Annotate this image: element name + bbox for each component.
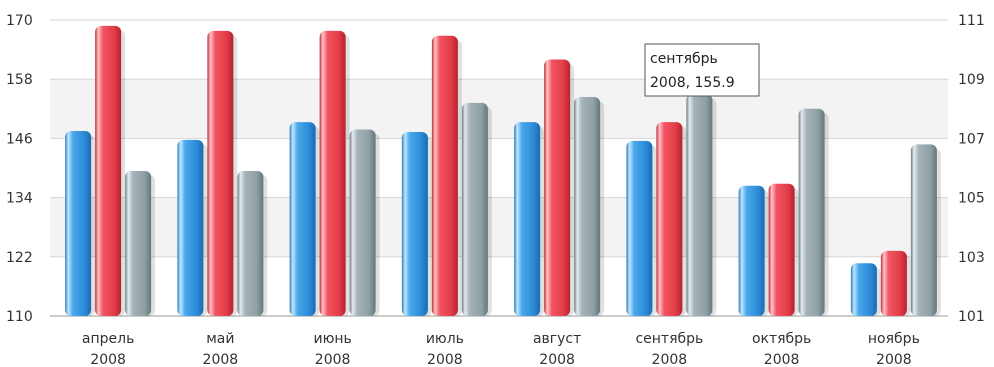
right-tick-label: 107: [958, 131, 985, 147]
bar: [319, 30, 346, 316]
right-tick-label: 109: [958, 72, 985, 88]
category-label: апрель: [82, 331, 134, 347]
category-label: август: [533, 331, 581, 347]
x-axis: апрель 2008 май 2008 июнь 2008 июль 2008 август 2…: [82, 331, 920, 367]
category-label: май: [206, 331, 234, 347]
bar: [544, 59, 571, 316]
tooltip: сентябрь 2008, 155.9: [644, 43, 760, 97]
bar: [401, 131, 428, 316]
bars: [65, 25, 941, 317]
bar: [574, 96, 601, 317]
left-tick-label: 170: [6, 13, 33, 29]
tooltip-box: [644, 43, 760, 97]
left-tick-label: 134: [6, 191, 33, 207]
right-axis: 101 103 105 107 109 111: [958, 13, 985, 325]
bar: [686, 94, 713, 316]
category-label: октябрь: [752, 331, 811, 347]
grid-band: [50, 79, 948, 139]
category-label: 2008: [652, 352, 688, 367]
tooltip-line-2: 2008, 155.9: [650, 75, 735, 91]
right-tick-label: 105: [958, 191, 985, 207]
category-label: 2008: [764, 352, 800, 367]
bar: [95, 25, 122, 316]
bar: [514, 122, 541, 317]
category-label: 2008: [315, 352, 351, 367]
right-tick-label: 111: [958, 13, 985, 29]
category-label: июнь: [313, 331, 351, 347]
bar: [65, 131, 92, 316]
left-tick-label: 158: [6, 72, 33, 88]
bar: [349, 129, 376, 316]
bar: [626, 140, 653, 316]
left-tick-label: 110: [6, 309, 33, 325]
bar: [237, 170, 264, 316]
category-label: 2008: [539, 352, 575, 367]
right-tick-label: 101: [958, 309, 985, 325]
category-label: 2008: [90, 352, 126, 367]
category-label: сентябрь: [635, 331, 703, 347]
left-tick-label: 146: [6, 131, 33, 147]
bar: [880, 250, 907, 316]
bar: [798, 108, 825, 316]
category-label: ноябрь: [868, 331, 920, 347]
bar: [207, 30, 234, 316]
bar: [431, 35, 458, 316]
left-tick-label: 122: [6, 250, 33, 266]
left-axis: 110 122 134 146 158 170: [6, 13, 33, 325]
grid-lines: [50, 19, 948, 317]
bar: [850, 263, 877, 316]
bar: [289, 122, 316, 317]
right-tick-label: 103: [958, 250, 985, 266]
bar: [656, 122, 683, 317]
bar: [125, 170, 152, 316]
category-label: 2008: [203, 352, 239, 367]
bar: [177, 139, 204, 316]
bar: [910, 144, 937, 316]
category-label: июль: [426, 331, 464, 347]
category-label: 2008: [876, 352, 912, 367]
bar: [738, 185, 765, 316]
bar: [461, 102, 488, 316]
category-label: 2008: [427, 352, 463, 367]
bar: [768, 183, 795, 316]
tooltip-line-1: сентябрь: [650, 51, 718, 67]
